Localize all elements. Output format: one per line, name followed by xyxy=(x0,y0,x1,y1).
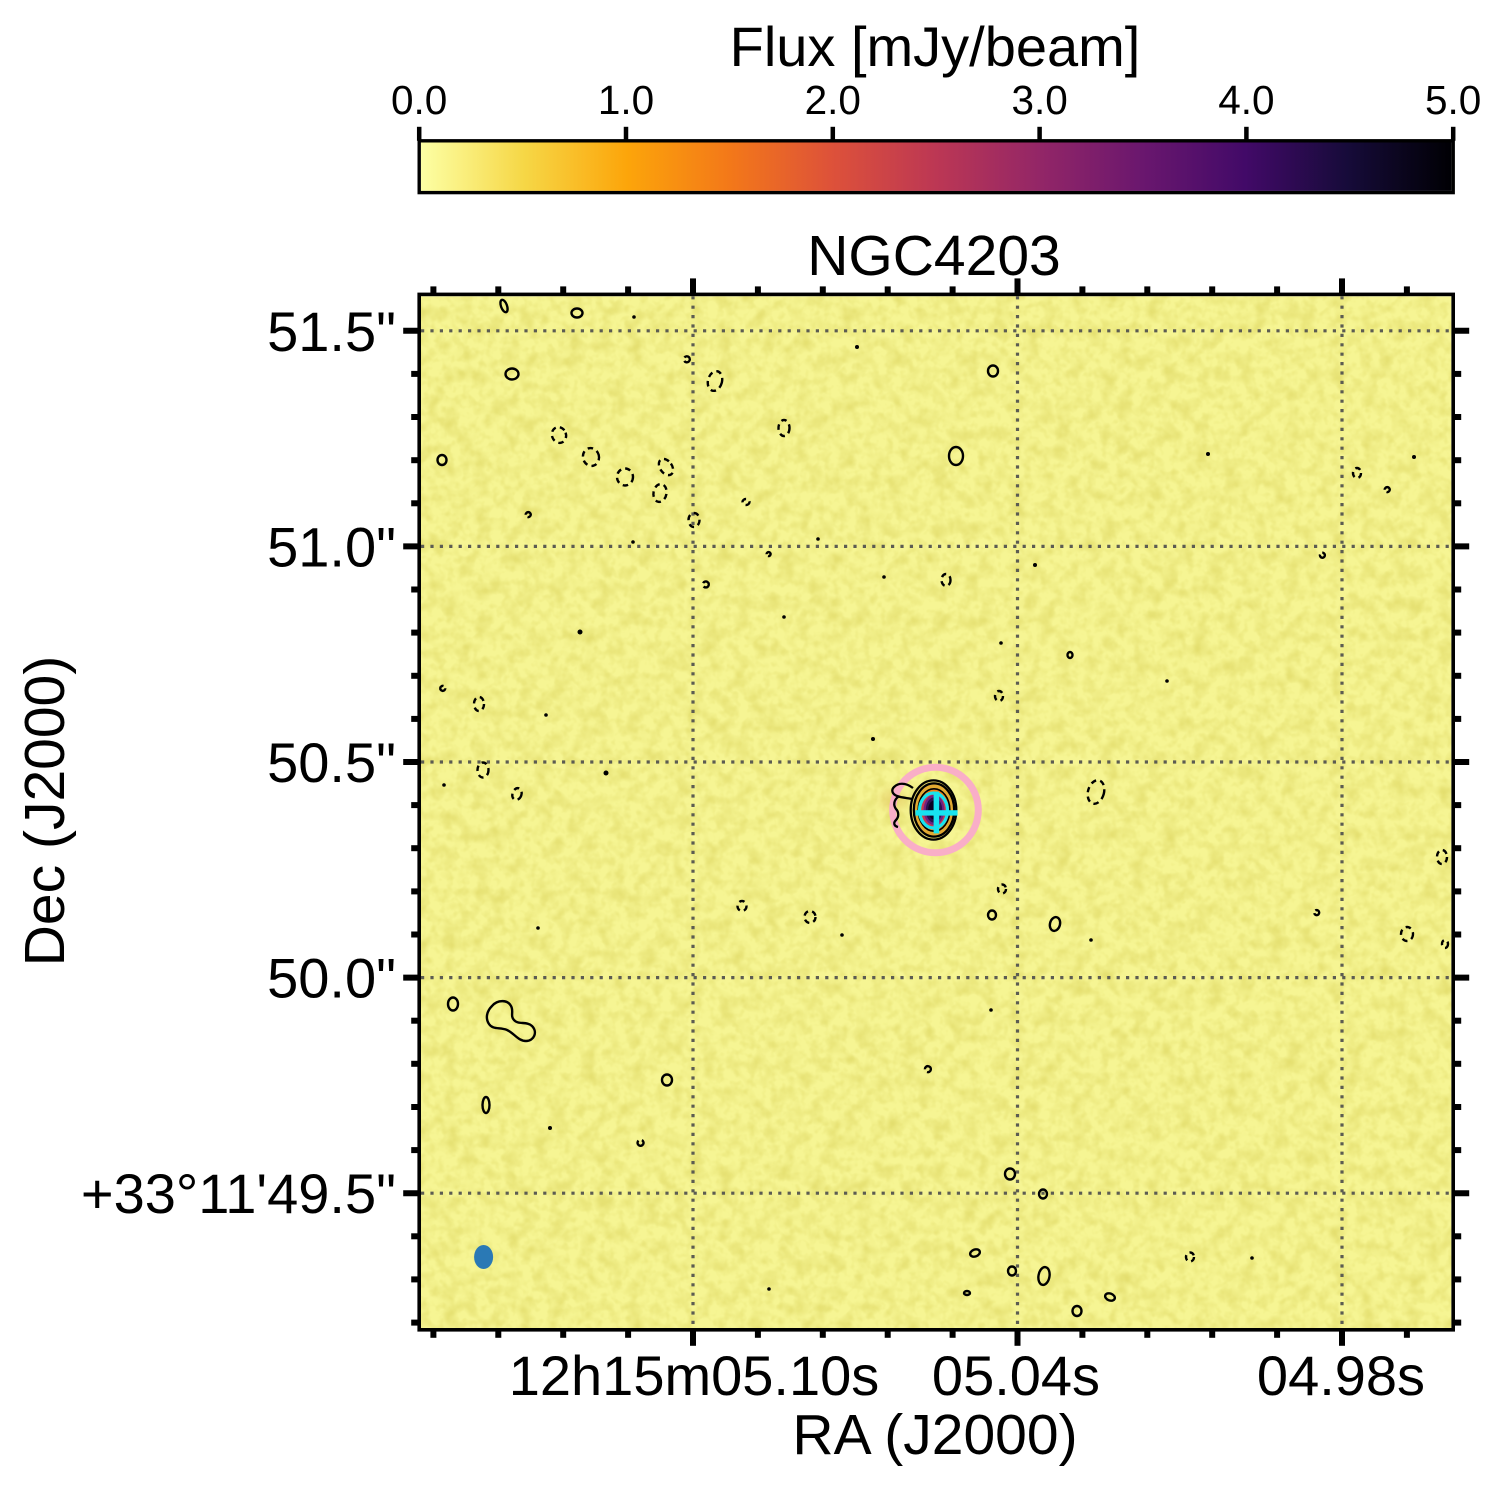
svg-text:51.5": 51.5" xyxy=(267,300,396,363)
svg-text:50.5": 50.5" xyxy=(267,731,396,794)
svg-text:05.04s: 05.04s xyxy=(932,1344,1100,1407)
svg-text:5.0: 5.0 xyxy=(1425,77,1481,123)
svg-text:Flux [mJy/beam]: Flux [mJy/beam] xyxy=(730,15,1141,78)
svg-text:+33°11'49.5": +33°11'49.5" xyxy=(81,1162,396,1225)
svg-text:Dec (J2000): Dec (J2000) xyxy=(13,656,77,966)
svg-text:RA (J2000): RA (J2000) xyxy=(792,1403,1077,1467)
svg-text:50.0": 50.0" xyxy=(267,947,396,1010)
svg-text:4.0: 4.0 xyxy=(1218,77,1274,123)
svg-text:NGC4203: NGC4203 xyxy=(807,224,1060,288)
svg-text:51.0": 51.0" xyxy=(267,515,396,578)
svg-text:0.0: 0.0 xyxy=(391,77,447,123)
svg-text:12h15m05.10s: 12h15m05.10s xyxy=(509,1344,880,1407)
svg-text:1.0: 1.0 xyxy=(598,77,654,123)
svg-text:04.98s: 04.98s xyxy=(1257,1344,1425,1407)
svg-text:2.0: 2.0 xyxy=(805,77,861,123)
svg-text:3.0: 3.0 xyxy=(1011,77,1067,123)
